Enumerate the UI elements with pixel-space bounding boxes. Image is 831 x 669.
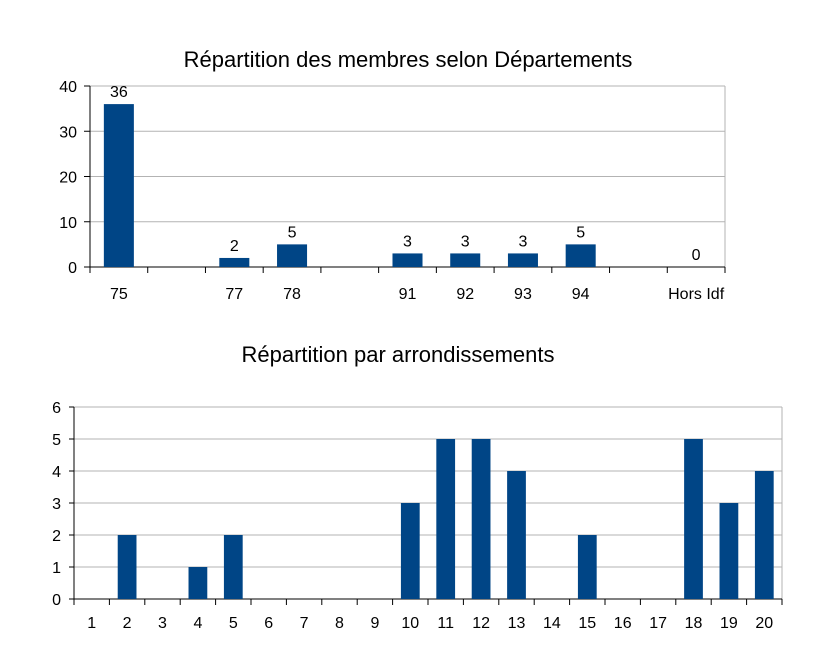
bar-arr-13 bbox=[507, 471, 526, 599]
y-tick-label: 3 bbox=[52, 496, 61, 513]
x-tick-label: 77 bbox=[225, 286, 243, 303]
bar-arr-5 bbox=[223, 535, 243, 599]
bar-arr-2 bbox=[117, 535, 137, 599]
chart-title-departements: Répartition des membres selon Départemen… bbox=[184, 47, 633, 72]
x-tick-label: 75 bbox=[110, 286, 128, 303]
chart-title-arrondissements: Répartition par arrondissements bbox=[241, 342, 554, 367]
x-tick-label: 11 bbox=[437, 615, 454, 632]
x-tick-label: 4 bbox=[193, 615, 202, 632]
x-tick-label: 9 bbox=[370, 615, 379, 632]
x-tick-label: 93 bbox=[514, 286, 532, 303]
x-tick-label: 18 bbox=[685, 615, 703, 632]
x-tick-label: 13 bbox=[508, 615, 526, 632]
x-tick-label: 94 bbox=[572, 286, 590, 303]
y-tick-label: 6 bbox=[52, 400, 61, 417]
bar-78 bbox=[277, 244, 308, 267]
y-tick-label: 0 bbox=[52, 592, 61, 609]
y-tick-label: 0 bbox=[68, 260, 77, 277]
x-tick-label: 20 bbox=[755, 615, 773, 632]
bar-arr-4 bbox=[188, 567, 208, 599]
bar-arr-18 bbox=[684, 439, 703, 599]
data-label: 36 bbox=[110, 84, 128, 101]
arrondissements-chart: Répartition par arrondissements 01234561… bbox=[52, 342, 783, 632]
bar-arr-11 bbox=[436, 439, 456, 599]
x-tick-label: 19 bbox=[720, 615, 738, 632]
x-tick-label: 7 bbox=[300, 615, 309, 632]
x-tick-label: 14 bbox=[543, 615, 561, 632]
bar-91 bbox=[392, 253, 423, 267]
x-tick-label: 16 bbox=[614, 615, 632, 632]
x-tick-label: 17 bbox=[649, 615, 667, 632]
x-tick-label: 92 bbox=[456, 286, 474, 303]
data-label: 3 bbox=[519, 233, 528, 250]
bar-92 bbox=[450, 253, 481, 267]
y-tick-label: 10 bbox=[59, 215, 77, 232]
bar-93 bbox=[507, 253, 538, 267]
bar-arr-19 bbox=[719, 503, 739, 599]
data-label: 5 bbox=[288, 224, 297, 241]
x-tick-label: 2 bbox=[123, 615, 132, 632]
bar-75 bbox=[103, 104, 134, 267]
x-tick-label: 10 bbox=[401, 615, 419, 632]
data-label: 2 bbox=[230, 238, 239, 255]
x-tick-label: Hors Idf bbox=[668, 286, 725, 303]
x-tick-label: 91 bbox=[399, 286, 417, 303]
departements-chart: Répartition des membres selon Départemen… bbox=[59, 47, 726, 303]
y-tick-label: 2 bbox=[52, 528, 61, 545]
data-label: 0 bbox=[692, 247, 701, 264]
y-tick-label: 1 bbox=[52, 560, 61, 577]
x-tick-label: 8 bbox=[335, 615, 344, 632]
x-tick-label: 5 bbox=[229, 615, 238, 632]
x-tick-label: 78 bbox=[283, 286, 301, 303]
y-tick-label: 20 bbox=[59, 170, 77, 187]
bar-arr-12 bbox=[471, 439, 491, 599]
data-label: 3 bbox=[403, 233, 412, 250]
bar-arr-10 bbox=[400, 503, 420, 599]
bar-77 bbox=[219, 257, 250, 267]
y-tick-label: 30 bbox=[59, 124, 77, 141]
y-tick-label: 5 bbox=[52, 432, 61, 449]
bar-94 bbox=[565, 244, 596, 267]
y-tick-label: 4 bbox=[52, 464, 61, 481]
bar-arr-20 bbox=[754, 471, 774, 599]
x-tick-label: 6 bbox=[264, 615, 273, 632]
x-tick-label: 1 bbox=[87, 615, 96, 632]
bar-arr-15 bbox=[577, 535, 597, 599]
data-label: 5 bbox=[576, 224, 585, 241]
x-tick-label: 12 bbox=[472, 615, 490, 632]
data-label: 3 bbox=[461, 233, 470, 250]
y-tick-label: 40 bbox=[59, 79, 77, 96]
x-tick-label: 3 bbox=[158, 615, 167, 632]
x-tick-label: 15 bbox=[578, 615, 596, 632]
